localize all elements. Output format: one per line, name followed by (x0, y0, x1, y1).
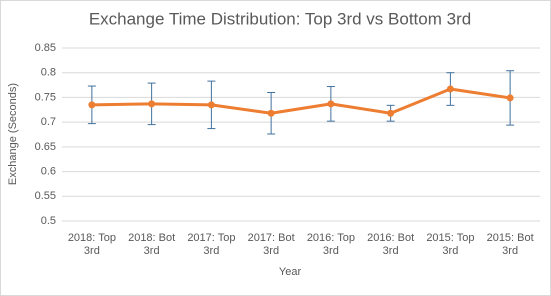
y-axis-title: Exchange (Seconds) (7, 83, 19, 185)
x-tick-label: 2018: Bot 3rd (128, 232, 176, 257)
y-tick-label: 0.5 (41, 215, 56, 227)
y-tick-label: 0.6 (41, 165, 56, 177)
y-tick-label: 0.55 (35, 190, 56, 202)
x-tick-label: 2017: Top 3rd (187, 232, 236, 257)
x-tick-label: 2016: Bot 3rd (367, 232, 415, 257)
data-point (506, 94, 514, 102)
y-tick-label: 0.85 (35, 42, 56, 54)
x-tick-label: 2015: Top 3rd (426, 232, 475, 257)
y-tick-label: 0.7 (41, 116, 56, 128)
y-tick-label: 0.65 (35, 141, 56, 153)
data-point (148, 100, 156, 108)
y-tick-label: 0.8 (41, 67, 56, 79)
data-point (327, 100, 335, 108)
x-tick-label: 2016: Top 3rd (306, 232, 355, 257)
x-tick-label: 2015: Bot 3rd (486, 232, 534, 257)
chart-title: Exchange Time Distribution: Top 3rd vs B… (89, 9, 471, 28)
data-line (91, 87, 511, 115)
x-tick-label: 2018: Top 3rd (67, 232, 116, 257)
x-tick-label: 2017: Bot 3rd (247, 232, 295, 257)
y-tick-label: 0.75 (35, 91, 56, 103)
data-point (446, 85, 454, 93)
data-point (88, 101, 96, 109)
data-point (387, 109, 395, 117)
x-axis-title: Year (279, 266, 302, 278)
data-point (267, 109, 275, 117)
data-point (207, 101, 215, 109)
